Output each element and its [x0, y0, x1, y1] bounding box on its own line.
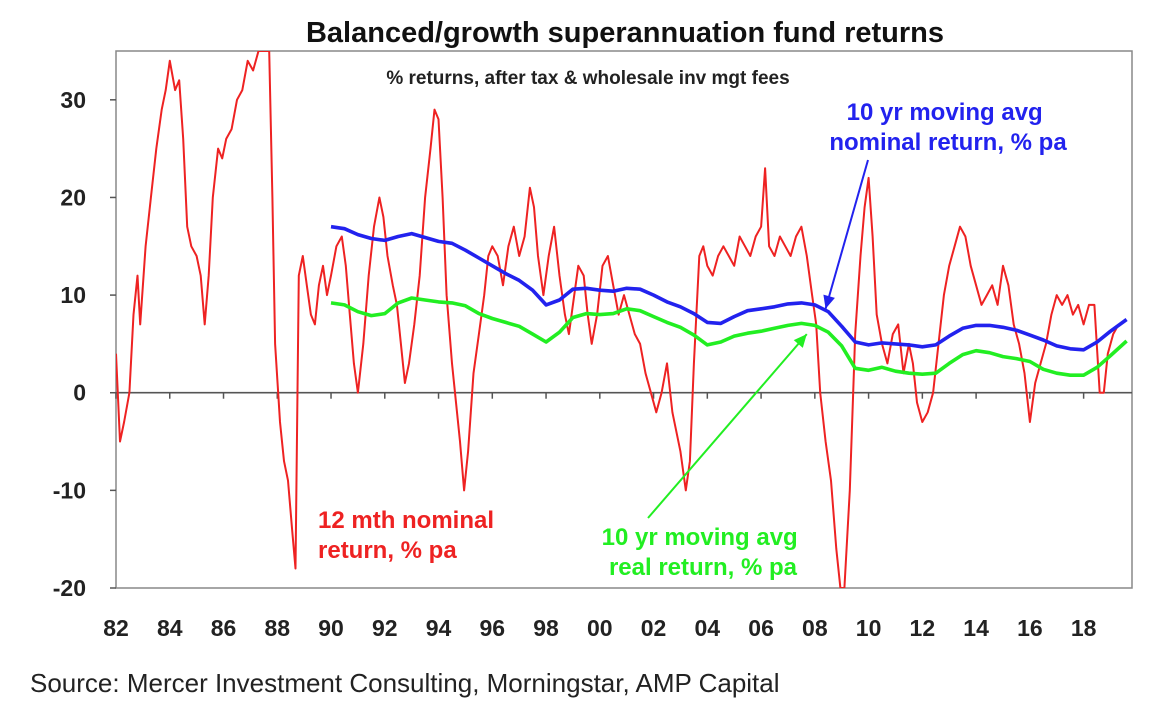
annotation-arrow-line — [824, 159, 869, 310]
annotation-nominal-12m-line1: 12 mth nominal — [318, 507, 494, 534]
annotation-nominal-10y: 10 yr moving avg nominal return, % pa — [829, 99, 1067, 156]
plot-frame — [115, 50, 1133, 589]
series-line-3 — [330, 296, 1128, 377]
y-tick-label: 20 — [60, 184, 86, 210]
y-tick-label: 10 — [60, 282, 86, 308]
annotation-arrow-head — [823, 294, 835, 309]
annotation-nominal-12m-line2: return, % pa — [318, 537, 457, 564]
x-tick-label: 08 — [802, 615, 828, 641]
x-tick-label: 90 — [318, 615, 344, 641]
x-tick-label: 16 — [1017, 615, 1043, 641]
series-line-1 — [116, 51, 1120, 588]
x-tick-label: 12 — [910, 615, 936, 641]
x-tick-label: 02 — [641, 615, 667, 641]
annotation-real-10y-line1: 10 yr moving avg — [602, 524, 798, 551]
annotation-arrow-line — [647, 333, 808, 519]
x-tick-label: 18 — [1071, 615, 1097, 641]
x-tick-label: 14 — [963, 615, 989, 641]
chart-subtitle: % returns, after tax & wholesale inv mgt… — [386, 68, 789, 89]
y-tick-label: 0 — [73, 380, 86, 406]
series-line-2 — [330, 224, 1128, 352]
x-tick-label: 92 — [372, 615, 398, 641]
x-tick-label: 82 — [103, 615, 129, 641]
x-tick-label: 86 — [211, 615, 237, 641]
annotation-nominal-10y-line2: nominal return, % pa — [829, 129, 1067, 156]
y-axis: 30 20 10 0 -10 -20 — [53, 87, 116, 601]
annotation-nominal-12m: 12 mth nominal return, % pa — [318, 507, 501, 564]
x-tick-label: 10 — [856, 615, 882, 641]
x-axis: 82 84 86 88 90 92 94 96 98 00 02 04 06 08 10 12 14 16 18 — [103, 392, 1097, 641]
x-tick-label: 88 — [264, 615, 290, 641]
y-tick-label: -10 — [53, 477, 86, 503]
x-tick-label: 96 — [479, 615, 505, 641]
series-layer — [116, 51, 1128, 588]
source-note: Source: Mercer Investment Consulting, Mo… — [30, 668, 780, 698]
annotation-layer: 12 mth nominal return, % pa 10 yr moving… — [318, 99, 1067, 581]
y-tick-label: 30 — [60, 87, 86, 113]
chart-title: Balanced/growth superannuation fund retu… — [306, 17, 944, 49]
x-tick-label: 06 — [748, 615, 774, 641]
annotation-real-10y-line2: real return, % pa — [609, 554, 798, 581]
annotation-nominal-10y-line1: 10 yr moving avg — [847, 99, 1043, 126]
y-tick-label: -20 — [53, 575, 86, 601]
x-tick-label: 98 — [533, 615, 559, 641]
annotation-real-10y: 10 yr moving avg real return, % pa — [602, 524, 805, 581]
x-tick-label: 04 — [695, 615, 721, 641]
annotation-arrow-head — [793, 334, 807, 348]
x-tick-label: 84 — [157, 615, 183, 641]
x-tick-label: 94 — [426, 615, 452, 641]
x-tick-label: 00 — [587, 615, 613, 641]
